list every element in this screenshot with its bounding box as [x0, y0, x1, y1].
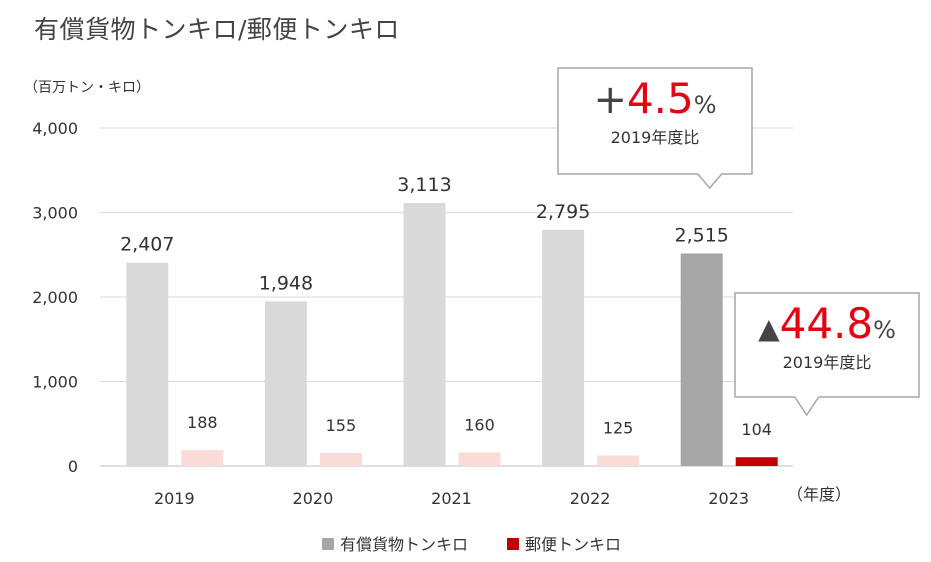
legend-label: 郵便トンキロ [525, 535, 621, 554]
y-tick-label: 4,000 [32, 119, 78, 138]
freight-bar [403, 202, 446, 466]
mail-change-unit: % [873, 316, 896, 344]
freight-change-value: 4.5 [626, 74, 694, 123]
x-tick-label: 2020 [293, 489, 334, 508]
mail-value-label: 104 [741, 420, 772, 439]
freight-value-label: 2,795 [536, 201, 590, 223]
mail-bar [181, 450, 224, 466]
freight-value-label: 3,113 [397, 174, 451, 196]
legend-swatch [507, 538, 519, 550]
freight-bar [680, 253, 723, 466]
freight-value-label: 2,407 [120, 234, 174, 256]
legend-label: 有償貨物トンキロ [340, 535, 468, 554]
x-tick-label: 2021 [431, 489, 472, 508]
mail-value-label: 155 [326, 416, 357, 435]
freight-change-sign: + [593, 77, 627, 123]
x-tick-label: 2023 [708, 489, 749, 508]
freight-change-basis: 2019年度比 [610, 128, 700, 147]
y-tick-label: 3,000 [32, 204, 78, 223]
freight-change-callout: +4.5% 2019年度比 [560, 78, 750, 148]
mail-bar [735, 457, 778, 466]
y-tick-label: 0 [68, 457, 78, 476]
y-axis-unit-label: （百万トン・キロ） [24, 80, 150, 96]
legend-swatch [322, 538, 334, 550]
mail-bar [319, 452, 362, 466]
mail-value-label: 188 [187, 413, 218, 432]
freight-bar [264, 301, 307, 466]
freight-bar [126, 262, 169, 466]
mail-bar [597, 455, 640, 466]
mail-change-basis: 2019年度比 [782, 353, 872, 372]
freight-change-unit: % [693, 91, 717, 119]
freight-value-label: 2,515 [674, 224, 728, 246]
mail-value-label: 125 [603, 418, 634, 437]
chart-title: 有償貨物トンキロ/郵便トンキロ [34, 15, 400, 44]
freight-bar [542, 229, 585, 466]
y-tick-label: 1,000 [32, 373, 78, 392]
mail-change-sign: ▲ [758, 312, 780, 345]
mail-change-value: 44.8 [779, 299, 874, 348]
mail-bar [458, 452, 501, 466]
mail-value-label: 160 [464, 415, 495, 434]
x-axis-unit-label: （年度） [787, 485, 851, 504]
x-tick-label: 2022 [570, 489, 611, 508]
y-tick-label: 2,000 [32, 288, 78, 307]
x-tick-label: 2019 [154, 489, 195, 508]
freight-value-label: 1,948 [259, 272, 313, 294]
mail-change-callout: ▲44.8% 2019年度比 [737, 303, 917, 373]
